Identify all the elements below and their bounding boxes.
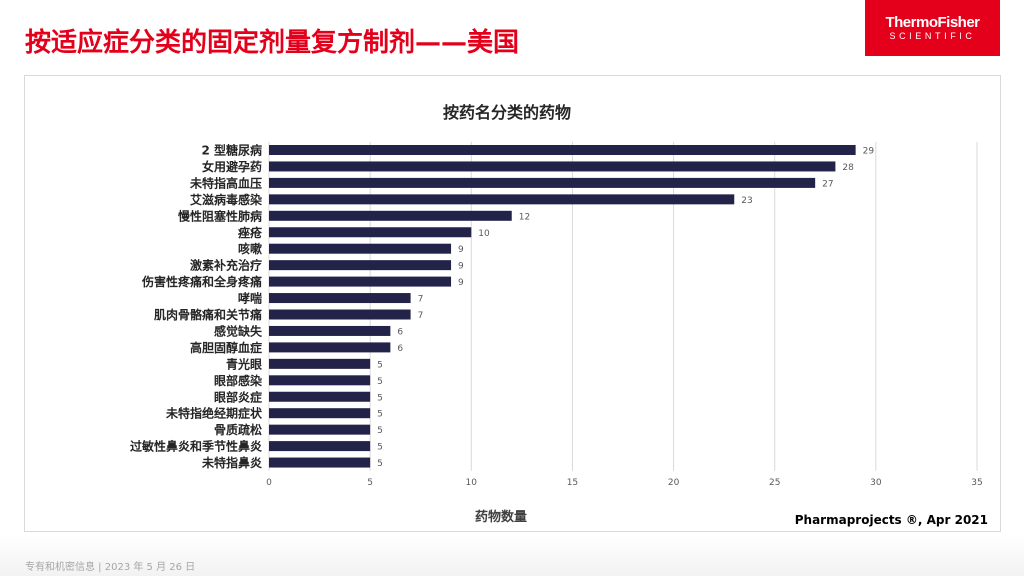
bar: [269, 293, 411, 304]
bar: [269, 375, 371, 386]
x-axis-label: 药物数量: [475, 509, 527, 525]
x-tick-label: 15: [567, 478, 578, 488]
category-label: 女用避孕药: [202, 159, 262, 174]
bar: [269, 441, 371, 452]
category-label: 骨质疏松: [214, 422, 262, 437]
category-label: 2 型糖尿病: [201, 143, 262, 158]
bar: [269, 243, 452, 254]
chart-panel: 按药名分类的药物 2 型糖尿病 女用避孕药 未特指高血压 艾滋病毒感染 慢性阻塞性肺病痤…: [24, 75, 1001, 532]
bar: [269, 161, 836, 172]
value-label: 27: [822, 179, 833, 189]
value-label: 5: [377, 377, 383, 387]
value-label: 9: [458, 262, 464, 272]
value-label: 7: [418, 311, 424, 321]
value-label: 5: [377, 410, 383, 420]
category-label: 激素补充治疗: [190, 258, 262, 273]
value-labels: 29 28 27 23 12 10 9 9 9 7 7 6 6 5 5 5 5 5 5 5: [377, 147, 874, 470]
bar: [269, 309, 411, 320]
category-label: 青光眼: [226, 356, 262, 371]
value-label: 9: [458, 278, 464, 288]
category-labels: 2 型糖尿病女用避孕药未特指高血压艾滋病毒感染慢性阻塞性肺病痤疮咳嗽激素补充治疗…: [130, 143, 263, 471]
x-tick-label: 5: [367, 478, 373, 488]
x-tick-label: 35: [971, 478, 982, 488]
x-tick-label: 0: [266, 478, 272, 488]
footer-band: [0, 535, 1024, 576]
logo-wordmark: ThermoFisher: [885, 14, 980, 31]
category-label: 哮喘: [238, 291, 262, 306]
value-label: 9: [458, 245, 464, 255]
value-label: 6: [397, 344, 403, 354]
bar: [269, 358, 371, 369]
logo-subtitle: SCIENTIFIC: [889, 31, 976, 41]
bar: [269, 276, 452, 287]
category-label: 咳嗽: [238, 241, 262, 256]
x-tick-label: 20: [668, 478, 680, 488]
bar: [269, 145, 856, 155]
bar-chart: 按药名分类的药物 2 型糖尿病女用避孕药未特指高血压艾滋病毒感染慢性阻塞性肺病痤…: [130, 103, 988, 527]
x-tick-label: 25: [769, 478, 780, 488]
value-label: 23: [741, 196, 752, 206]
category-label: 眼部感染: [214, 373, 263, 388]
bar: [269, 424, 371, 435]
category-label: 伤害性疼痛和全身疼痛: [141, 274, 262, 289]
value-label: 5: [377, 443, 383, 453]
x-tick-label: 10: [466, 478, 478, 488]
category-label: 感觉缺失: [214, 323, 263, 338]
bar: [269, 260, 452, 271]
bar: [269, 408, 371, 419]
category-label: 痤疮: [238, 225, 262, 240]
bars: [269, 145, 856, 468]
value-label: 5: [377, 426, 383, 436]
bar: [269, 342, 391, 353]
bar: [269, 391, 371, 402]
category-label: 肌肉骨骼痛和关节痛: [153, 307, 262, 322]
value-label: 10: [478, 229, 490, 239]
value-label: 6: [397, 327, 403, 337]
category-label: 眼部炎症: [214, 389, 262, 404]
value-label: 5: [377, 459, 383, 469]
value-label: 29: [863, 147, 875, 157]
value-label: 12: [519, 212, 530, 222]
value-label: 5: [377, 393, 383, 403]
gridlines: [268, 141, 978, 471]
x-tick-label: 30: [870, 478, 882, 488]
bar: [269, 177, 816, 188]
thermo-fisher-logo: ThermoFisher SCIENTIFIC: [865, 0, 1000, 56]
footer-confidential: 专有和机密信息 | 2023 年 5 月 26 日: [25, 562, 196, 573]
category-label: 高胆固醇血症: [190, 340, 262, 355]
value-label: 5: [377, 360, 383, 370]
bar: [269, 325, 391, 336]
bar: [269, 210, 512, 221]
bar: [269, 227, 472, 238]
value-label: 28: [842, 163, 854, 173]
category-label: 慢性阻塞性肺病: [178, 208, 262, 223]
category-label: 艾滋病毒感染: [190, 192, 263, 207]
value-label: 7: [418, 295, 424, 305]
category-label: 未特指鼻炎: [201, 455, 262, 470]
category-label: 未特指绝经期症状: [165, 406, 263, 421]
slide-title: 按适应症分类的固定剂量复方制剂——美国: [25, 28, 520, 58]
bar: [269, 457, 371, 468]
category-label: 过敏性鼻炎和季节性鼻炎: [130, 439, 262, 454]
bar: [269, 194, 735, 205]
x-tick-labels: 0 5 10 15 20 25 30 35: [266, 478, 983, 488]
category-label: 未特指高血压: [189, 175, 262, 190]
chart-title: 按药名分类的药物: [443, 103, 571, 122]
source-note: Pharmaprojects ®, Apr 2021: [795, 513, 988, 527]
